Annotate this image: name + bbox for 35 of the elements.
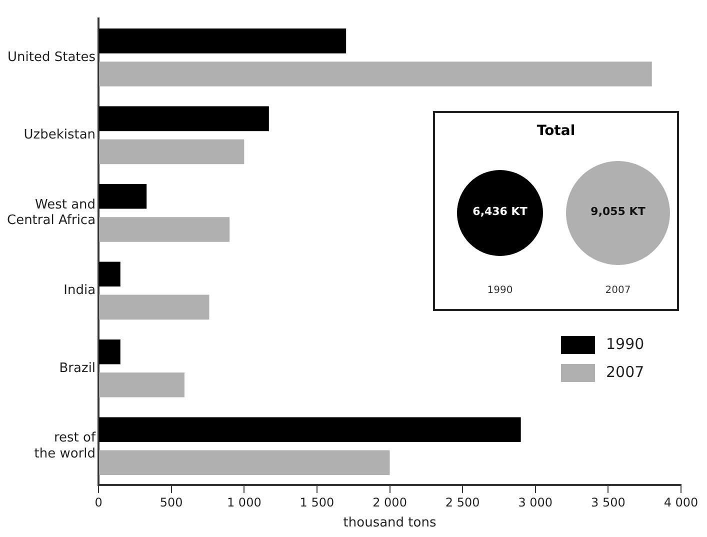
x-tick-label: 4 000 [664, 495, 698, 510]
bar [99, 217, 230, 242]
bar [99, 450, 390, 476]
legend-label: 2007 [606, 362, 644, 381]
legend-label: 1990 [606, 334, 644, 353]
bar [99, 62, 652, 86]
y-tick-label: Brazil [59, 360, 96, 376]
annotation: 2007 [604, 284, 632, 296]
bar [99, 294, 210, 320]
bar [99, 262, 120, 287]
bar [99, 339, 120, 364]
y-tick-label: United States [8, 50, 96, 65]
x-tick-label: 500 [160, 495, 183, 510]
x-tick-label: 2 000 [372, 495, 407, 510]
x-tick-label: 2 500 [445, 495, 480, 510]
annotation: 1990 [486, 284, 514, 296]
bar [99, 106, 269, 132]
annotation: Total [536, 122, 576, 139]
y-tick-label: rest of the world [34, 430, 96, 462]
bar [99, 139, 244, 164]
x-tick-label: 0 [94, 495, 102, 510]
annotation: 9,055 KT [590, 204, 646, 218]
bar [99, 28, 346, 54]
bar [99, 417, 521, 442]
bar [99, 372, 184, 398]
x-tick-label: 3 000 [518, 495, 553, 510]
x-tick-label: 3 500 [591, 495, 626, 510]
y-tick-label: West and Central Africa [6, 198, 96, 228]
bar [99, 184, 147, 209]
x-axis-title: thousand tons [343, 516, 436, 531]
x-tick-label: 1 000 [226, 495, 262, 510]
y-tick-label: Uzbekistan [24, 128, 96, 143]
y-tick-label: India [64, 283, 96, 298]
x-tick-label: 1 500 [300, 495, 334, 510]
annotation: 6,436 KT [472, 204, 528, 218]
